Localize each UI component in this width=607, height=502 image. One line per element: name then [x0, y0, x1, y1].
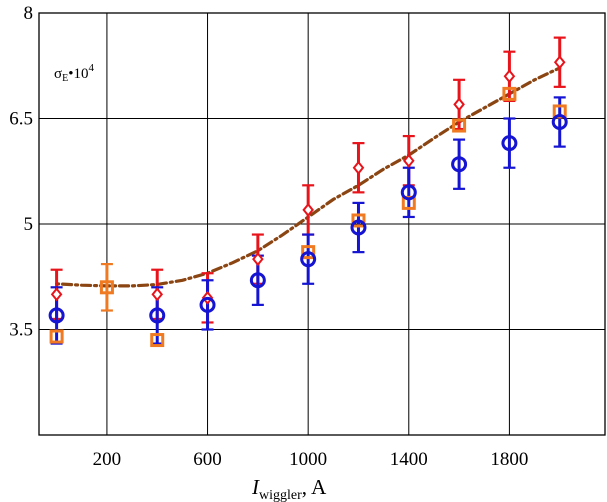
x-tick-label: 600: [193, 449, 222, 470]
diamond-point: [503, 69, 516, 84]
diamond-point: [302, 202, 314, 218]
circle-point: [350, 219, 367, 236]
circle-point: [451, 156, 468, 173]
x-tick-label: 200: [93, 449, 122, 470]
square-point: [49, 329, 64, 344]
circle-point: [551, 114, 568, 131]
square-point: [502, 86, 517, 101]
x-tick-labels: 200 600 1000 1400 1800: [93, 449, 529, 470]
diamond-point: [453, 97, 465, 112]
annotation-superscript: 4: [88, 62, 94, 74]
annotation-symbol: σ: [54, 66, 62, 82]
diamond-point: [50, 287, 63, 302]
x-tick-label: 1400: [390, 449, 428, 470]
y-tick-label: 5: [24, 214, 34, 235]
square-point: [452, 118, 467, 133]
diamond-point: [352, 160, 365, 175]
square-point: [150, 333, 165, 348]
y-tick-label: 3.5: [9, 320, 33, 341]
circle-point: [400, 184, 417, 201]
y-tick-labels: 3.5 5 6.5 8: [9, 3, 33, 341]
circle-point: [249, 272, 266, 289]
diamond-point: [151, 287, 164, 302]
circle-point: [300, 251, 317, 268]
x-tick-label: 1800: [490, 449, 528, 470]
square-point: [301, 245, 316, 260]
square-point: [351, 213, 366, 228]
square-point: [99, 280, 114, 295]
diamond-point: [252, 252, 264, 267]
diamond-point: [402, 153, 415, 168]
grid: [39, 12, 605, 435]
x-tick-label: 1000: [289, 449, 327, 470]
circle-point: [48, 307, 65, 324]
y-tick-label: 8: [24, 3, 34, 24]
x-axis-title: Iwiggler, A: [251, 475, 327, 502]
x-axis-title-main: I: [251, 475, 260, 499]
y-tick-label: 6.5: [9, 109, 33, 130]
x-axis-title-subscript: wiggler: [259, 488, 302, 502]
circle-point: [149, 307, 166, 324]
sigma-annotation: σE•104: [54, 62, 94, 84]
circle-point: [501, 135, 518, 152]
x-axis-title-unit: , A: [302, 475, 327, 499]
annotation-subscript: E: [62, 73, 68, 84]
plot-frame: [38, 12, 606, 436]
circle-point: [199, 296, 216, 313]
markers-layer: [48, 55, 568, 348]
annotation-suffix: •10: [68, 66, 88, 82]
diamond-point: [553, 55, 566, 70]
